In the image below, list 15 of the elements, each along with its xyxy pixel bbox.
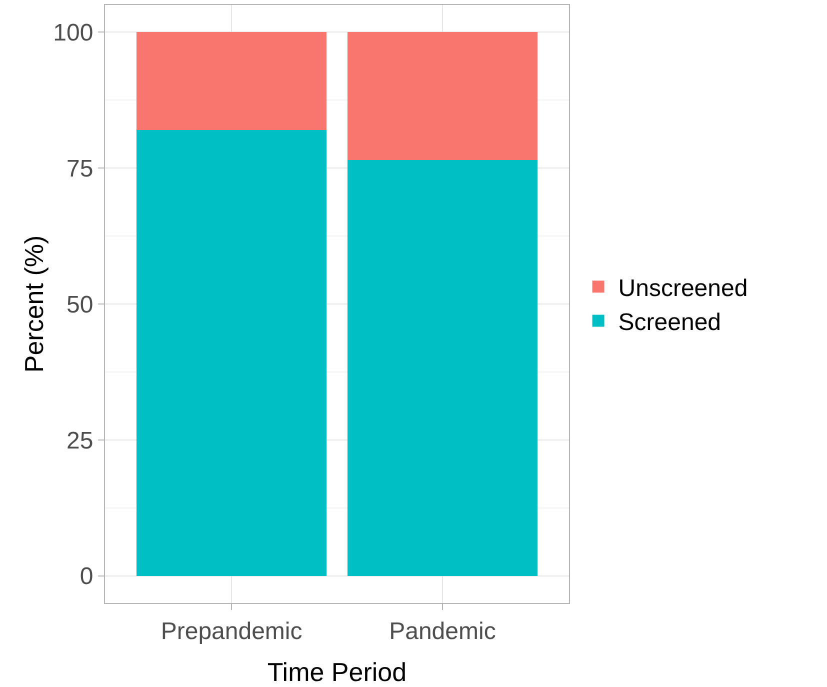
y-axis-title: Percent (%): [19, 235, 49, 373]
y-tick-label: 0: [80, 563, 94, 590]
y-tick-label: 75: [66, 155, 94, 182]
bar: [348, 32, 538, 160]
bar: [136, 130, 326, 576]
y-tick-label: 50: [66, 291, 94, 318]
legend-label: Unscreened: [618, 274, 748, 302]
x-tick-label: Prepandemic: [160, 618, 302, 645]
y-tick-label: 100: [53, 20, 94, 47]
y-tick-label: 25: [66, 427, 94, 454]
x-axis-title: Time Period: [267, 657, 407, 687]
bar: [136, 32, 326, 130]
legend-label: Screened: [618, 309, 722, 336]
bar: [348, 160, 538, 576]
x-tick-label: Pandemic: [389, 618, 496, 645]
